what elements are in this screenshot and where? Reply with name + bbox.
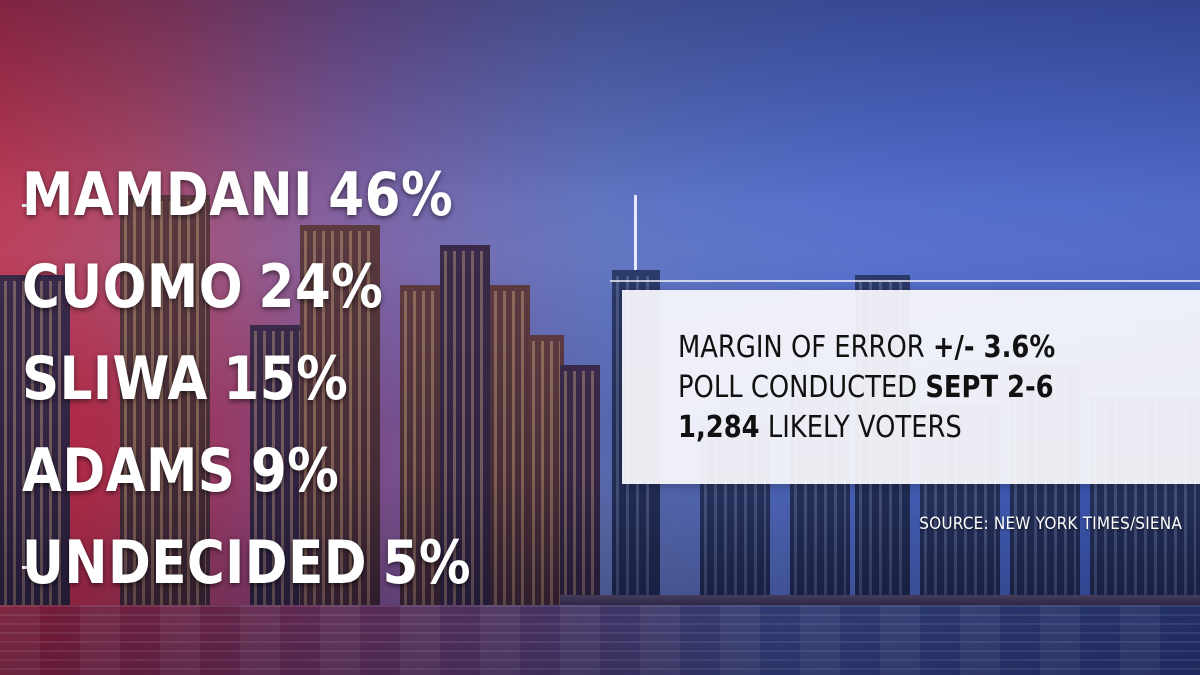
voters-label: LIKELY VOTERS <box>759 410 962 445</box>
result-row-undecided: UNDECIDED 5% <box>22 528 504 620</box>
sample-size: 1,284 LIKELY VOTERS <box>678 408 1127 448</box>
candidate-name: CUOMO <box>22 252 244 322</box>
dates-label: POLL CONDUCTED <box>678 370 926 405</box>
margin-label: MARGIN OF ERROR <box>678 330 933 365</box>
result-row-mamdani: MAMDANI 46% <box>22 160 504 252</box>
margin-of-error: MARGIN OF ERROR +/- 3.6% <box>678 328 1127 368</box>
tower-spire <box>634 195 637 270</box>
result-row-sliwa: SLIWA 15% <box>22 344 504 436</box>
tick-mark <box>22 566 34 569</box>
candidate-name: UNDECIDED <box>22 528 368 598</box>
candidate-name: MAMDANI <box>22 160 313 230</box>
building <box>300 225 380 605</box>
poll-results: MAMDANI 46% CUOMO 24% SLIWA 15% ADAMS 9%… <box>22 160 582 620</box>
panel-accent-line <box>610 280 1200 282</box>
result-row-cuomo: CUOMO 24% <box>22 252 504 344</box>
building <box>560 365 600 605</box>
candidate-percent: 9% <box>250 436 340 506</box>
tick-mark <box>22 204 34 207</box>
building <box>528 335 564 605</box>
building <box>120 195 210 605</box>
margin-value: +/- 3.6% <box>932 330 1056 365</box>
poll-info-panel: MARGIN OF ERROR +/- 3.6% POLL CONDUCTED … <box>622 290 1200 484</box>
poll-dates: POLL CONDUCTED SEPT 2-6 <box>678 368 1127 408</box>
building <box>0 275 70 605</box>
candidate-percent: 5% <box>382 528 471 598</box>
dates-value: SEPT 2-6 <box>925 370 1054 405</box>
result-row-adams: ADAMS 9% <box>22 436 504 528</box>
candidate-percent: 15% <box>223 344 349 414</box>
candidate-name: SLIWA <box>22 344 208 414</box>
source-credit: SOURCE: NEW YORK TIMES/SIENA <box>919 514 1182 534</box>
candidate-percent: 46% <box>328 160 454 230</box>
water-reflection <box>0 605 1200 675</box>
candidate-name: ADAMS <box>22 436 236 506</box>
voters-count: 1,284 <box>678 410 760 445</box>
building <box>440 245 490 605</box>
candidate-percent: 24% <box>258 252 384 322</box>
water <box>0 605 1200 675</box>
